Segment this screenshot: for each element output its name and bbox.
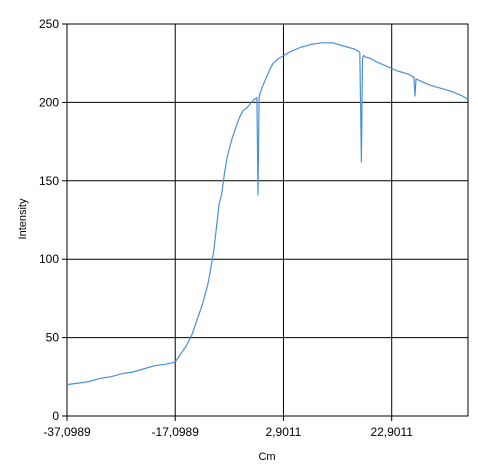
x-tick-label: 2,9011 (266, 425, 302, 439)
x-tick-label: 22,9011 (370, 425, 413, 439)
y-tick-label: 100 (39, 252, 59, 266)
y-tick-label: 150 (39, 174, 59, 188)
x-tick-label: -37,0989 (43, 425, 91, 439)
y-tick-label: 200 (39, 95, 59, 109)
y-tick-label: 50 (46, 331, 60, 345)
x-axis-title: Cm (258, 451, 275, 463)
y-axis-title: Intensity (17, 198, 29, 239)
x-axis-ticks: -37,0989 -17,0989 2,9011 22,9011 (43, 416, 413, 439)
y-axis-ticks: 0 50 100 150 200 250 (39, 17, 67, 423)
series-layer (66, 42, 469, 386)
plot-area-border (66, 23, 469, 417)
x-tick-label: -17,0989 (152, 425, 200, 439)
y-tick-label: 250 (39, 17, 59, 31)
grid-lines (66, 23, 469, 417)
series-line (66, 42, 469, 386)
y-tick-label: 0 (52, 409, 59, 423)
